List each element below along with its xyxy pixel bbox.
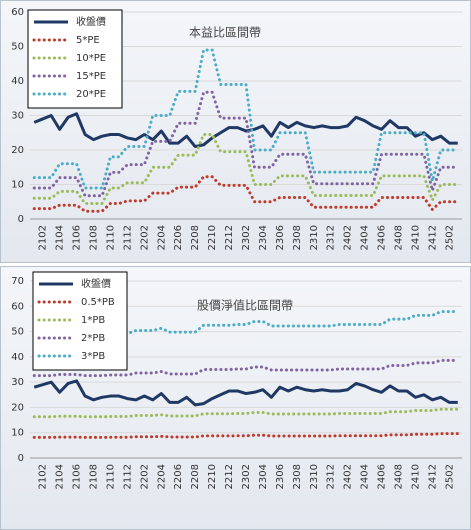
x-tick-label: 2306 — [275, 225, 286, 250]
y-tick-label: 40 — [11, 352, 24, 363]
x-tick-label: 2106 — [72, 464, 83, 489]
series-line — [32, 48, 460, 190]
x-tick-label: 2402 — [343, 225, 354, 250]
legend-label: 20*PE — [76, 89, 106, 100]
y-tick-label: 30 — [11, 377, 24, 388]
legend-label: 5*PE — [76, 35, 100, 46]
y-tick-label: 10 — [11, 428, 24, 439]
series-line — [32, 175, 460, 213]
legend-label: 3*PB — [81, 351, 105, 362]
x-tick-label: 2202 — [139, 225, 150, 250]
x-tick-label: 2302 — [241, 464, 252, 489]
series-line — [32, 432, 460, 439]
legend-label: 1*PB — [81, 315, 105, 326]
y-tick-label: 40 — [11, 76, 24, 87]
y-tick-label: 0 — [18, 453, 24, 464]
y-tick-label: 50 — [11, 327, 24, 338]
legend-label: 2*PB — [81, 333, 105, 344]
chart-title: 本益比區間帶 — [189, 26, 261, 40]
y-tick-label: 30 — [11, 111, 24, 122]
legend-label: 15*PE — [76, 71, 106, 82]
x-tick-label: 2412 — [427, 225, 438, 250]
x-tick-label: 2312 — [326, 464, 337, 489]
x-tick-label: 2310 — [309, 225, 320, 250]
series-line — [32, 132, 460, 205]
y-tick-label: 50 — [11, 42, 24, 53]
legend-label: 0.5*PB — [81, 297, 115, 308]
series-line — [32, 407, 460, 419]
x-tick-label: 2204 — [156, 464, 167, 489]
x-tick-label: 2502 — [444, 225, 455, 250]
x-tick-label: 2502 — [444, 464, 455, 489]
x-tick-label: 2404 — [360, 225, 371, 250]
y-tick-label: 10 — [11, 180, 24, 191]
y-tick-label: 60 — [11, 7, 24, 18]
series-line — [33, 112, 458, 149]
x-tick-label: 2406 — [377, 225, 388, 250]
series-line — [32, 90, 460, 198]
legend-label: 收盤價 — [76, 15, 106, 28]
x-tick-label: 2212 — [224, 225, 235, 250]
x-tick-label: 2402 — [343, 464, 354, 489]
chart-title: 股價淨值比區間帶 — [197, 298, 293, 313]
x-tick-label: 2112 — [122, 464, 133, 489]
x-tick-label: 2212 — [224, 464, 235, 489]
x-tick-label: 2102 — [38, 464, 49, 489]
x-tick-label: 2310 — [309, 464, 320, 489]
x-tick-label: 2408 — [393, 464, 404, 489]
x-tick-label: 2102 — [38, 225, 49, 250]
x-tick-label: 2104 — [55, 464, 66, 489]
x-tick-label: 2304 — [258, 464, 269, 489]
x-tick-label: 2106 — [72, 225, 83, 250]
x-tick-label: 2412 — [427, 464, 438, 489]
x-tick-label: 2108 — [89, 464, 100, 489]
x-tick-label: 2112 — [122, 225, 133, 250]
x-tick-label: 2108 — [89, 225, 100, 250]
series-line — [32, 358, 460, 378]
y-tick-label: 20 — [11, 145, 24, 156]
x-tick-label: 2210 — [207, 225, 218, 250]
x-tick-label: 2302 — [241, 225, 252, 250]
x-tick-label: 2206 — [173, 225, 184, 250]
legend-label: 10*PE — [76, 53, 106, 64]
legend-label: 收盤價 — [81, 277, 111, 290]
x-tick-label: 2110 — [105, 225, 116, 250]
x-tick-label: 2208 — [190, 225, 201, 250]
legend-box — [32, 271, 128, 371]
x-tick-label: 2406 — [377, 464, 388, 489]
x-tick-label: 2206 — [173, 464, 184, 489]
x-tick-label: 2408 — [393, 225, 404, 250]
x-tick-label: 2410 — [410, 225, 421, 250]
series-line — [33, 379, 458, 407]
y-tick-label: 60 — [11, 301, 24, 312]
x-tick-label: 2410 — [410, 464, 421, 489]
x-tick-label: 2304 — [258, 225, 269, 250]
x-tick-label: 2202 — [139, 464, 150, 489]
x-tick-label: 2312 — [326, 225, 337, 250]
legend-box — [27, 9, 123, 109]
x-tick-label: 2308 — [292, 464, 303, 489]
x-tick-label: 2404 — [360, 464, 371, 489]
x-tick-label: 2308 — [292, 225, 303, 250]
x-tick-label: 2210 — [207, 464, 218, 489]
y-tick-label: 20 — [11, 402, 24, 413]
y-tick-label: 70 — [11, 276, 24, 287]
y-tick-label: 0 — [18, 214, 24, 225]
x-tick-label: 2104 — [55, 225, 66, 250]
x-tick-label: 2306 — [275, 464, 286, 489]
x-tick-label: 2204 — [156, 225, 167, 250]
x-tick-label: 2110 — [105, 464, 116, 489]
x-tick-label: 2208 — [190, 464, 201, 489]
